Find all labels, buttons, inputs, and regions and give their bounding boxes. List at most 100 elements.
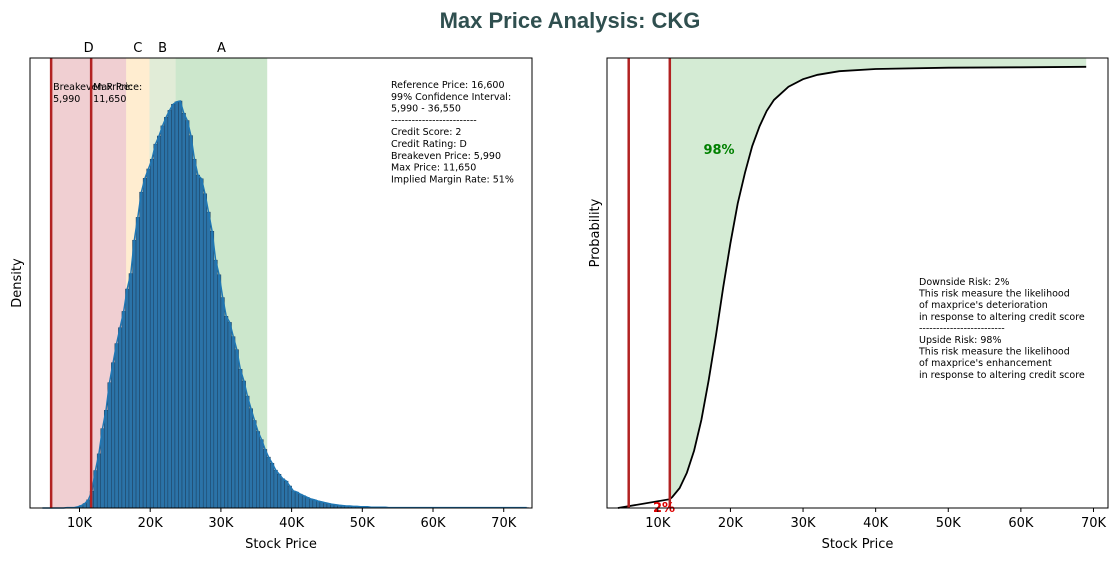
histogram-bar bbox=[294, 491, 299, 509]
histogram-bar bbox=[202, 193, 208, 509]
x-tick-label: 40K bbox=[279, 516, 305, 531]
histogram-bar bbox=[224, 316, 229, 509]
histogram-bar bbox=[146, 168, 151, 509]
histogram-bar bbox=[206, 211, 211, 509]
histogram-bar bbox=[298, 493, 303, 509]
upside-region bbox=[669, 58, 1087, 500]
annotation-line: of maxprice's enhancement bbox=[919, 358, 1052, 369]
x-axis-label: Stock Price bbox=[822, 537, 894, 552]
histogram-bar bbox=[248, 408, 253, 509]
x-axis-label: Stock Price bbox=[245, 537, 317, 552]
annotation-line: Max Price: 11,650 bbox=[391, 163, 476, 174]
histogram-bar bbox=[210, 230, 215, 509]
x-tick-label: 50K bbox=[936, 516, 962, 531]
x-tick-label: 70K bbox=[1081, 516, 1107, 531]
vline-value-line: 5,990 bbox=[53, 94, 80, 105]
y-axis-label: Probability bbox=[588, 198, 603, 267]
plot-frame bbox=[29, 57, 533, 509]
histogram-bar bbox=[121, 311, 126, 509]
annotation-line: ------------------------- bbox=[391, 115, 477, 126]
histogram-bar bbox=[309, 498, 314, 509]
x-tick-label: 20K bbox=[138, 516, 164, 531]
histogram-bar bbox=[220, 297, 225, 509]
annotation-line: Reference Price: 16,600 bbox=[391, 80, 505, 91]
histogram-bar bbox=[111, 362, 116, 509]
histogram-bar bbox=[263, 449, 268, 509]
histogram-bar bbox=[238, 368, 243, 509]
histogram-bar bbox=[291, 490, 296, 509]
x-tick-label: 60K bbox=[1008, 516, 1034, 531]
y-axis-label: Density bbox=[10, 258, 25, 308]
upside-percent-label: 98% bbox=[703, 143, 734, 158]
vline-value-line: 11,650 bbox=[93, 94, 126, 105]
histogram-bar bbox=[287, 485, 292, 509]
histogram-bar bbox=[174, 101, 179, 509]
annotation-line: Credit Score: 2 bbox=[391, 127, 461, 138]
breakeven-price-label: Breakeven Price: 5,990 bbox=[53, 82, 133, 105]
vline-label-line: Max Price: bbox=[93, 82, 142, 93]
x-tick-label: 40K bbox=[863, 516, 889, 531]
annotation-line: Upside Risk: 98% bbox=[919, 335, 1002, 346]
cdf-line bbox=[617, 65, 1087, 509]
histogram-bar bbox=[192, 158, 197, 509]
plot-frame bbox=[606, 57, 1109, 509]
annotation-line: of maxprice's deterioration bbox=[919, 300, 1048, 311]
annotation-line: 5,990 - 36,550 bbox=[391, 104, 461, 115]
histogram-bar bbox=[245, 395, 250, 509]
histogram-bar bbox=[266, 456, 271, 509]
x-tick-label: 60K bbox=[420, 516, 446, 531]
histogram-bar bbox=[195, 174, 200, 509]
x-tick-label: 30K bbox=[208, 516, 234, 531]
histogram-bar bbox=[171, 104, 176, 509]
x-tick-label: 10K bbox=[67, 516, 93, 531]
histogram-bar bbox=[256, 431, 261, 509]
histogram-bar bbox=[284, 480, 289, 509]
histogram-bar bbox=[188, 135, 193, 509]
histogram-bar bbox=[280, 478, 285, 509]
x-tick-label: 70K bbox=[491, 516, 517, 531]
histogram-bar bbox=[125, 288, 130, 509]
histogram-bar bbox=[157, 135, 162, 509]
histogram-bar bbox=[277, 473, 282, 509]
histogram-bar bbox=[181, 112, 186, 509]
histogram-bar bbox=[160, 125, 165, 509]
chart-title: Max Price Analysis: CKG bbox=[440, 8, 701, 33]
annotation-line: ------------------------- bbox=[919, 323, 1005, 334]
histogram-bar bbox=[305, 497, 310, 509]
annotation-line: This risk measure the likelihood bbox=[918, 289, 1070, 300]
histogram-bar bbox=[199, 178, 204, 509]
zone-c-label: C bbox=[133, 41, 142, 56]
x-tick-label: 50K bbox=[350, 516, 376, 531]
zone-d-label: D bbox=[84, 41, 94, 56]
histogram-bar bbox=[142, 178, 147, 509]
histogram-bar bbox=[103, 410, 109, 509]
histogram-bar bbox=[231, 336, 236, 509]
histogram-bar bbox=[118, 327, 123, 509]
histogram-bar bbox=[301, 495, 306, 509]
histogram-bar bbox=[234, 349, 239, 509]
histogram-bar bbox=[227, 322, 232, 509]
annotation-line: Breakeven Price: 5,990 bbox=[391, 151, 501, 162]
x-tick-label: 30K bbox=[791, 516, 817, 531]
vline-label-line: Breakeven Price: bbox=[53, 82, 133, 93]
annotation-line: in response to altering credit score bbox=[919, 312, 1085, 323]
histogram-bar bbox=[153, 143, 158, 509]
histogram-bar bbox=[259, 439, 264, 509]
histogram-bar bbox=[128, 273, 133, 509]
annotation-line: 99% Confidence Interval: bbox=[391, 92, 511, 103]
histogram-bar bbox=[135, 217, 140, 509]
zone-a-label: A bbox=[217, 41, 226, 56]
annotation-line: Credit Rating: D bbox=[391, 139, 467, 150]
histogram-bar bbox=[167, 110, 172, 509]
histogram-bar bbox=[114, 343, 119, 509]
histogram-bar bbox=[149, 158, 154, 509]
annotation-line: Downside Risk: 2% bbox=[919, 277, 1009, 288]
zone-b-label: B bbox=[158, 41, 167, 56]
annotation-line: Implied Margin Rate: 51% bbox=[391, 174, 514, 185]
annotation-line: This risk measure the likelihood bbox=[918, 347, 1070, 358]
x-tick-label: 20K bbox=[718, 516, 744, 531]
risk-annotation: Downside Risk: 2% This risk measure the l… bbox=[918, 277, 1085, 381]
annotation-line: in response to altering credit score bbox=[919, 370, 1085, 381]
